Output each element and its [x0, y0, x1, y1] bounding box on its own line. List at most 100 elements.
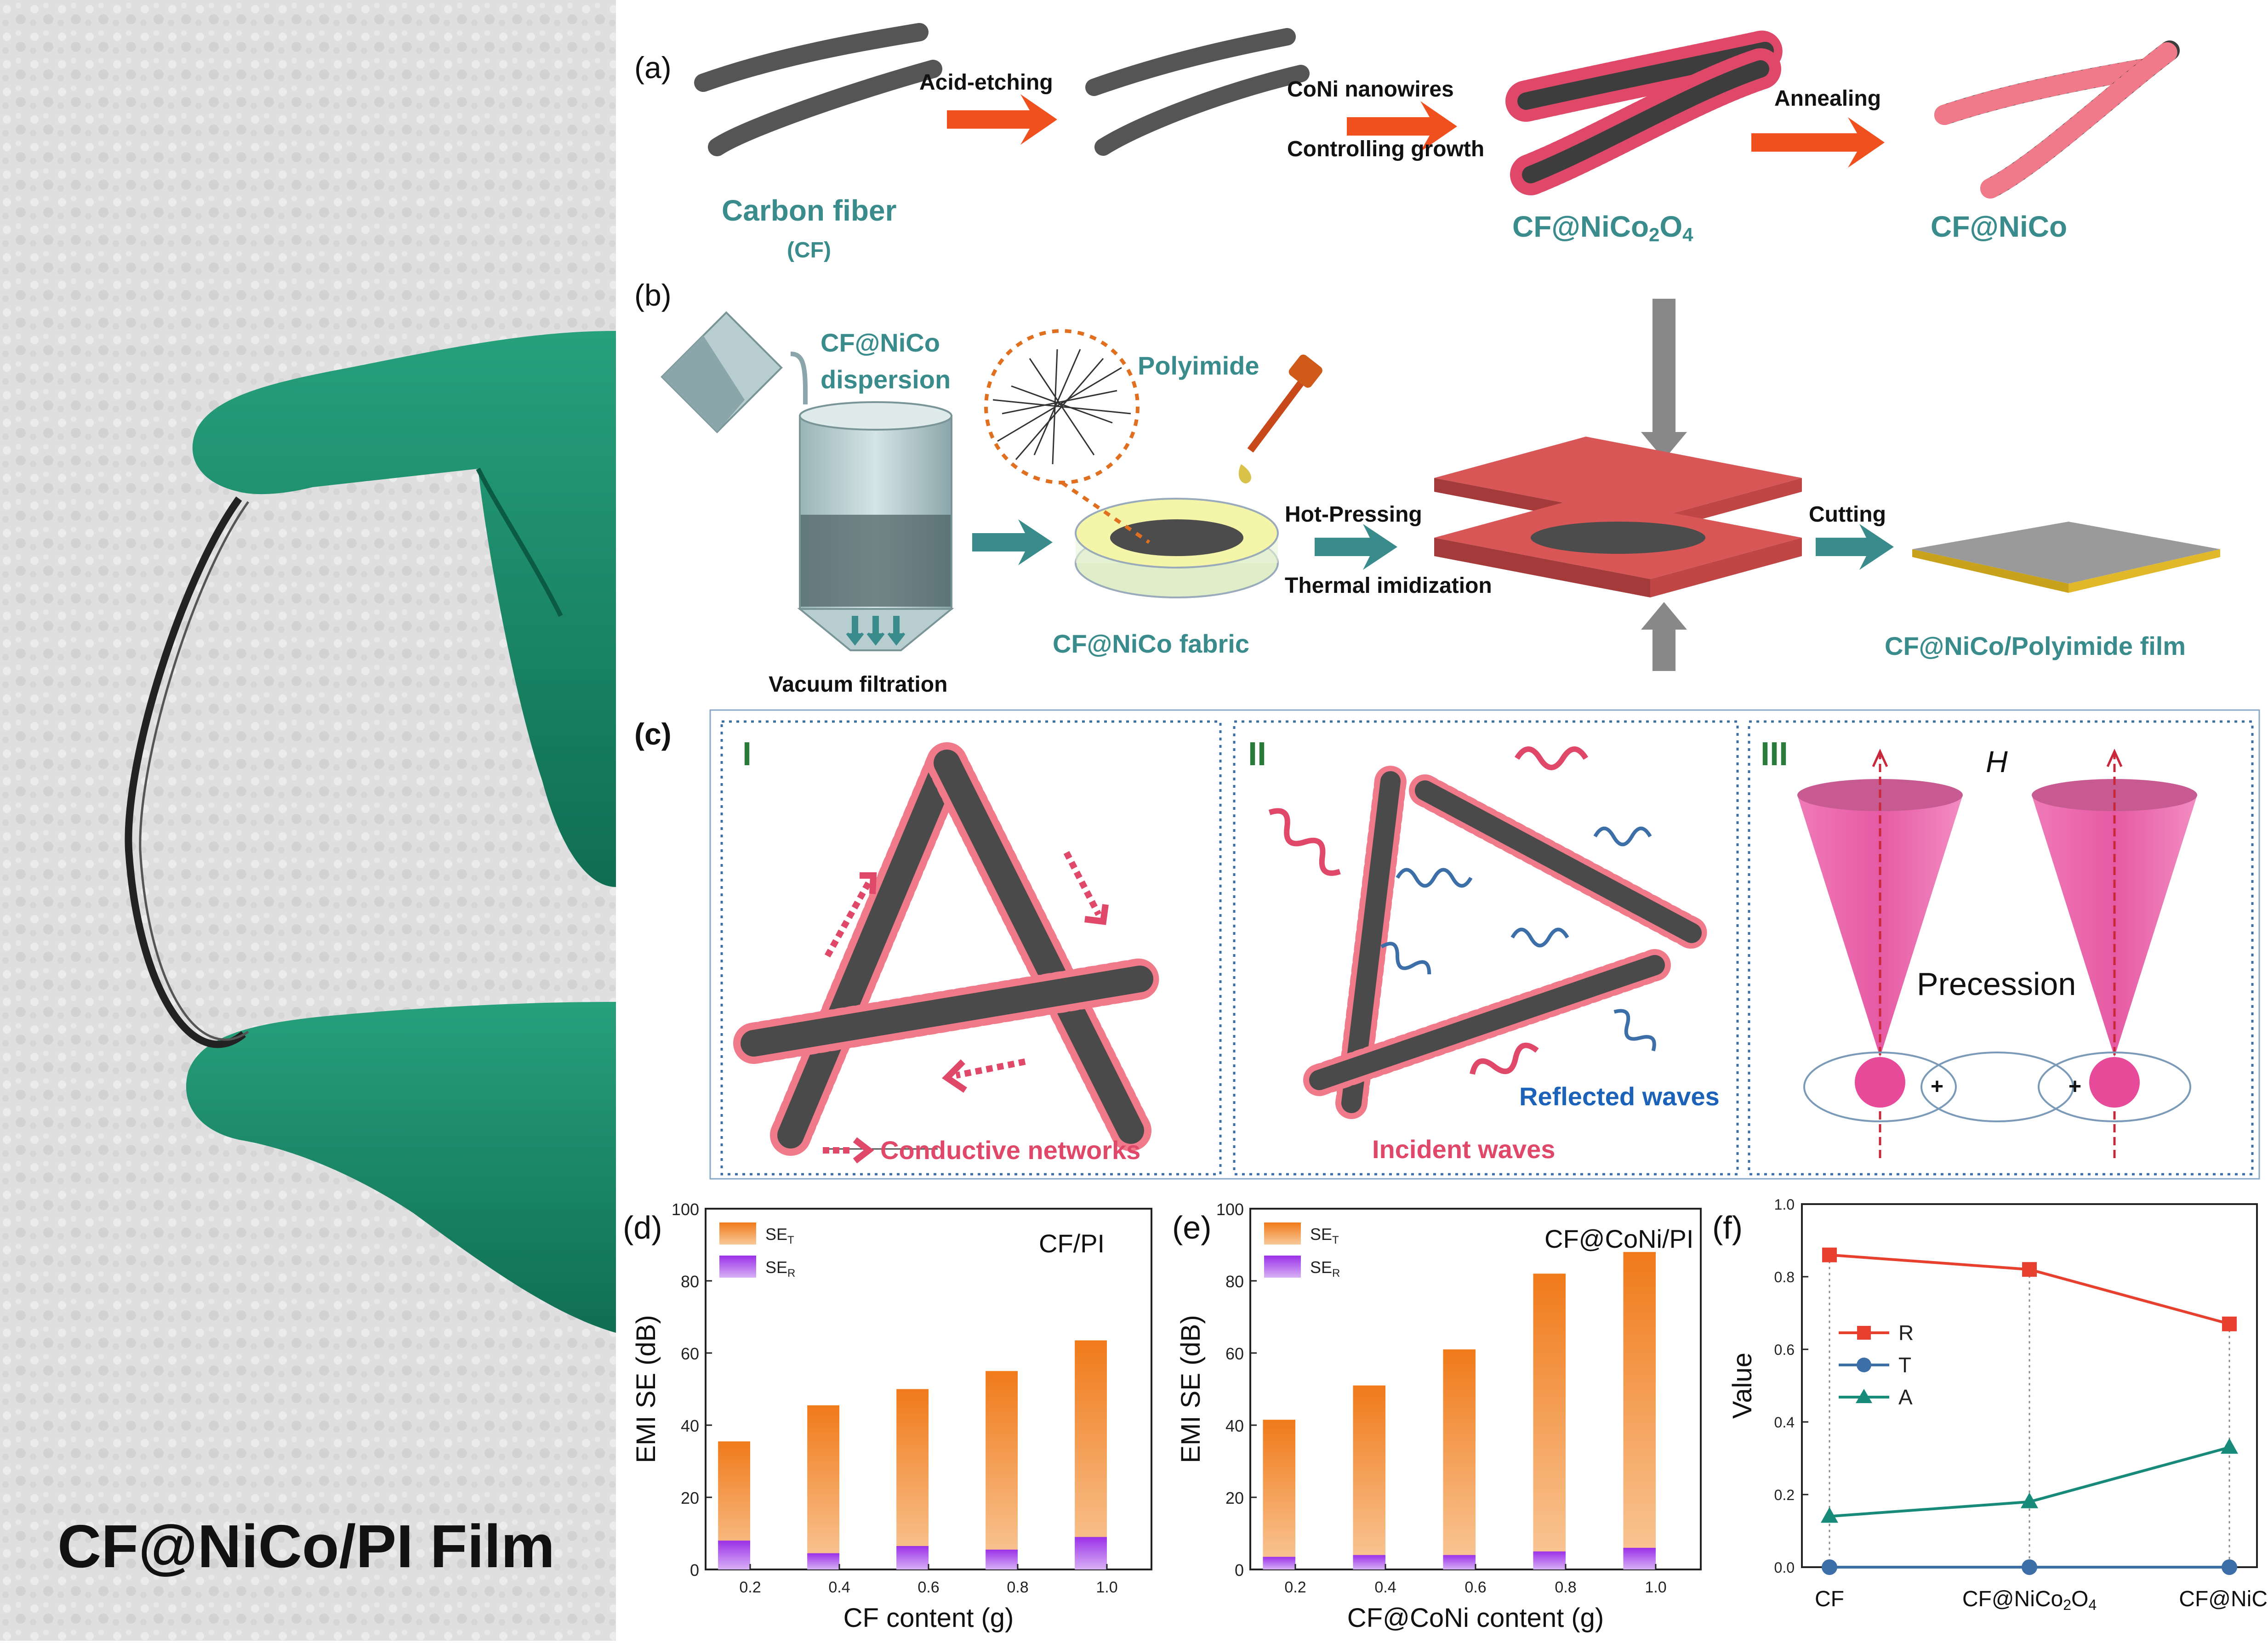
data-point	[2222, 1559, 2237, 1575]
x-tick-label: 0.6	[917, 1579, 939, 1596]
bar-ser	[718, 1541, 750, 1569]
acid-etching-label: Acid-etching	[919, 70, 1053, 95]
subpanel-1-frame	[720, 720, 1222, 1176]
bar-set	[1443, 1349, 1476, 1569]
arrow-icon	[1816, 524, 1894, 570]
y-tick-label: 100	[1216, 1200, 1244, 1219]
panel-letter: (f)	[1712, 1210, 1743, 1245]
plus-label: +	[2069, 1074, 2081, 1099]
arrow-icon	[1751, 117, 1885, 168]
legend-label: A	[1898, 1385, 1913, 1409]
bar-ser	[1353, 1555, 1385, 1569]
legend-marker	[1856, 1389, 1872, 1403]
x-tick-label: 0.4	[1374, 1579, 1396, 1596]
cf-nico2o4-label: CF@NiCo2O4	[1512, 210, 1693, 245]
vacuum-label: Vacuum filtration	[769, 672, 947, 697]
legend-label: R	[1898, 1321, 1914, 1345]
y-tick-label: 0.2	[1774, 1487, 1795, 1503]
x-tick-label: CF	[1815, 1587, 1844, 1611]
film-label: CF@NiCo/Polyimide film	[1885, 631, 2186, 660]
subpanel-2-label: II	[1248, 736, 1266, 773]
controlling-label: Controlling growth	[1287, 137, 1484, 161]
polyimide-label: Polyimide	[1138, 351, 1259, 380]
annealing-label: Annealing	[1774, 86, 1881, 111]
data-point	[2222, 1316, 2237, 1331]
y-tick-label: 1.0	[1774, 1196, 1795, 1213]
legend-marker	[1857, 1326, 1871, 1340]
panel-letter: (d)	[623, 1210, 662, 1245]
cf-nico-illustration	[1934, 40, 2180, 199]
thermal-label: Thermal imidization	[1285, 574, 1492, 598]
y-tick-label: 0	[1235, 1561, 1244, 1580]
petri-dish-icon	[984, 329, 1322, 598]
bar-ser	[896, 1546, 929, 1569]
bar-ser	[1263, 1557, 1295, 1569]
x-tick-label: CF@NiCo2O4	[1962, 1587, 2097, 1613]
bar-ser	[1443, 1555, 1476, 1569]
x-axis-label: CF@CoNi content (g)	[1347, 1603, 1604, 1633]
legend-label: SER	[1310, 1258, 1340, 1279]
y-tick-label: 100	[672, 1200, 699, 1219]
bar-set	[896, 1389, 929, 1569]
bar-set	[1263, 1420, 1295, 1569]
subpanel-3-label: III	[1761, 736, 1788, 773]
data-point	[1822, 1559, 1837, 1575]
legend-label: SER	[765, 1258, 795, 1279]
cf-nico-label: CF@NiCo	[1931, 210, 2067, 243]
bar-ser	[1623, 1547, 1656, 1569]
arrow-icon	[947, 94, 1057, 145]
y-tick-label: 0.0	[1774, 1559, 1795, 1576]
data-point	[2022, 1262, 2037, 1277]
reflected-label: Reflected waves	[1519, 1082, 1720, 1111]
arrow-icon	[1315, 524, 1397, 570]
y-tick-label: 80	[681, 1272, 699, 1291]
carbon-fiber-label: Carbon fiber	[722, 194, 896, 227]
y-tick-label: 40	[681, 1416, 699, 1435]
legend-swatch	[1264, 1256, 1301, 1278]
panel-b-letter: (b)	[634, 278, 672, 312]
dispersion-label-2: dispersion	[821, 365, 951, 394]
x-tick-label: 0.2	[739, 1579, 761, 1596]
y-tick-label: 0.8	[1774, 1269, 1795, 1285]
legend-marker	[1857, 1358, 1871, 1372]
y-tick-label: 60	[1225, 1344, 1244, 1363]
bar-set	[1075, 1340, 1107, 1569]
y-tick-label: 20	[681, 1489, 699, 1507]
cf-nico2o4-illustration	[1505, 30, 1786, 195]
dashed-arrow-head-icon	[853, 1137, 874, 1164]
y-tick-label: 0.6	[1774, 1342, 1795, 1358]
bar-set	[1623, 1252, 1656, 1569]
x-tick-label: 0.8	[1555, 1579, 1576, 1596]
field-label: H	[1986, 745, 2008, 779]
legend-swatch	[1264, 1222, 1301, 1245]
y-axis-label: EMI SE (dB)	[631, 1315, 661, 1463]
incident-label: Incident waves	[1372, 1135, 1555, 1164]
y-tick-label: 0.4	[1774, 1414, 1795, 1431]
x-tick-label: 0.2	[1284, 1579, 1306, 1596]
y-tick-label: 20	[1225, 1489, 1244, 1507]
conductive-label: Conductive networks	[880, 1136, 1140, 1165]
chart-f: (f) 0.0 0.2 0.4 0.6 0.8 1.0 RTA CF CF@NiCo2O4 CF@N…	[1712, 1196, 2268, 1613]
arrow-icon	[1347, 101, 1457, 152]
x-tick-label: CF@NiCo	[2179, 1587, 2268, 1611]
subpanel-1-label: I	[742, 736, 752, 773]
cutting-label: Cutting	[1809, 502, 1886, 527]
x-axis-label: CF content (g)	[843, 1603, 1014, 1633]
legend-label: SET	[765, 1225, 794, 1246]
etched-fiber-illustration	[1085, 28, 1310, 156]
legend-swatch	[719, 1222, 756, 1245]
wave-interaction-illustration	[1268, 746, 1708, 1119]
bar-ser	[1533, 1551, 1566, 1569]
film-photo: CF@NiCo/PI Film	[0, 0, 616, 1641]
data-point	[2022, 1559, 2037, 1575]
chart-title: CF@CoNi/PI	[1544, 1224, 1693, 1253]
panel-a: (a) Acid-etching CoNi nanowires Controll…	[634, 23, 2180, 262]
panel-b: (b) CF@NiCo dispersion Vacuum filtration	[634, 278, 2220, 697]
chart-e: (e) 0 20 40 60 80 100 0.2 0.4 0.6 0.8 1.0 SET SER CF@C…	[1172, 1200, 1702, 1633]
bar-ser	[986, 1549, 1018, 1569]
subpanel-3-frame	[1748, 720, 2254, 1176]
data-point	[2221, 1438, 2238, 1454]
polyimide-film-icon	[1912, 522, 2220, 593]
bar-set	[1353, 1385, 1385, 1569]
